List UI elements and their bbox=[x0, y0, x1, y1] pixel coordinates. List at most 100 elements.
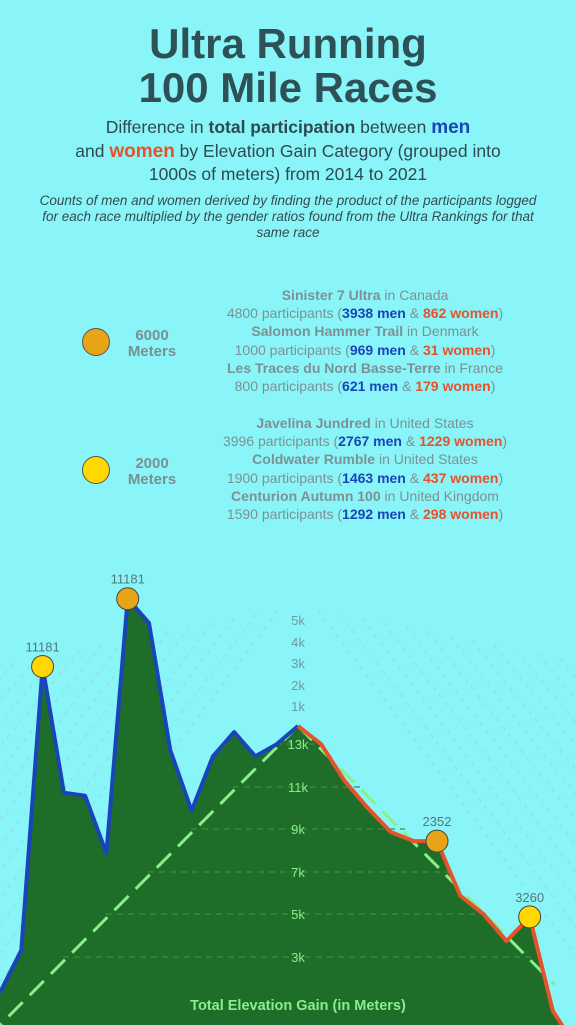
women-text: women bbox=[446, 305, 499, 322]
men-text: men bbox=[365, 378, 399, 395]
elevation-tick-label: 3k bbox=[291, 950, 305, 965]
race-in-text: in bbox=[375, 451, 394, 468]
amp-text: & bbox=[405, 506, 423, 523]
amp-text: & bbox=[405, 305, 423, 322]
race-men-count: 621 bbox=[342, 378, 366, 395]
elevation-tick-label: 13k bbox=[288, 737, 309, 752]
race-women-count: 31 bbox=[423, 341, 439, 358]
race-in-text: in bbox=[370, 415, 390, 431]
race-name: Les Traces du Nord Basse-Terre bbox=[227, 359, 441, 376]
category-unit: Meters bbox=[127, 471, 177, 488]
race-counts-line: 800 participants (621 men & 179 women) bbox=[206, 377, 524, 395]
race-country: United Kingdom bbox=[399, 487, 499, 504]
close-text: ) bbox=[498, 506, 504, 523]
race-women-count: 1229 bbox=[419, 433, 451, 450]
participant-tick-label: 5k bbox=[291, 613, 305, 628]
close-text: ) bbox=[498, 469, 504, 486]
participant-tick-label: 2k bbox=[291, 678, 305, 693]
race-name: Salomon Hammer Trail bbox=[251, 323, 404, 340]
highlight-label: 2352 bbox=[423, 814, 452, 829]
race-in-text: in bbox=[380, 487, 400, 504]
race-participants: 1900 bbox=[226, 469, 258, 486]
elevation-tick-label: 5k bbox=[291, 907, 305, 922]
race-name: Sinister 7 Ultra bbox=[281, 287, 381, 303]
race-women-count: 862 bbox=[423, 305, 447, 322]
category-label: 2000 Meters bbox=[94, 456, 210, 488]
category-value: 6000 bbox=[135, 327, 169, 344]
hatch-line bbox=[0, 653, 59, 725]
participant-tick-label: 1k bbox=[291, 699, 305, 714]
category-label: 6000 Meters bbox=[94, 328, 210, 360]
race-name: Coldwater Rumble bbox=[252, 451, 376, 468]
chart-title: Ultra Running 100 Mile Races bbox=[0, 22, 576, 110]
race-country: United States bbox=[389, 415, 474, 431]
race-title-line: Javelina Jundred in United States bbox=[206, 414, 524, 432]
race-women-count: 437 bbox=[423, 469, 447, 486]
women-text: women bbox=[438, 341, 491, 358]
highlight-markers: 11181 11181 2352 3260 bbox=[25, 572, 544, 929]
elevation-tick-label: 11k bbox=[288, 780, 308, 795]
race-men-count: 1292 bbox=[342, 506, 374, 523]
race-in-text: in bbox=[380, 287, 400, 303]
highlight-label: 11181 bbox=[111, 572, 145, 587]
race-country: United States bbox=[393, 451, 478, 468]
race-title-line: Sinister 7 Ultra in Canada bbox=[206, 286, 524, 304]
race-participants: 800 bbox=[234, 378, 258, 395]
women-text: women bbox=[446, 506, 499, 523]
highlight-label: 11181 bbox=[25, 640, 59, 655]
participant-tick-label: 3k bbox=[291, 656, 305, 671]
hatch-line bbox=[427, 631, 576, 821]
men-text: men bbox=[373, 341, 406, 358]
highlight-label: 3260 bbox=[515, 890, 544, 905]
race-women-count: 298 bbox=[423, 506, 447, 523]
women-axis-line bbox=[296, 724, 557, 987]
method-note: Counts of men and women derived by findi… bbox=[39, 193, 537, 240]
hatch-line bbox=[0, 640, 125, 796]
race-title-line: Les Traces du Nord Basse-Terre in France bbox=[206, 359, 524, 377]
subtitle-bold: total participation bbox=[208, 117, 356, 137]
elevation-tick-label: 9k bbox=[291, 822, 305, 837]
race-in-text: in bbox=[403, 323, 422, 340]
race-name: Centurion Autumn 100 bbox=[231, 487, 381, 504]
highlight-dot bbox=[518, 905, 542, 929]
subtitle-men: men bbox=[431, 117, 471, 138]
amp-text: & bbox=[405, 469, 423, 486]
highlight-dot bbox=[31, 655, 55, 679]
women-text: women bbox=[438, 378, 491, 395]
men-text: men bbox=[369, 433, 402, 450]
category-dot bbox=[82, 328, 110, 356]
elevation-grid bbox=[63, 743, 533, 958]
hatch-line bbox=[405, 627, 576, 847]
race-title-line: Salomon Hammer Trail in Denmark bbox=[206, 322, 524, 340]
participant-tick-label: 4k bbox=[291, 635, 305, 650]
race-list: Sinister 7 Ultra in Canada 4800 participa… bbox=[206, 286, 524, 395]
highlight-dot bbox=[116, 587, 140, 611]
participants-text: participants ( bbox=[257, 469, 343, 486]
race-title-line: Centurion Autumn 100 in United Kingdom bbox=[206, 487, 524, 505]
title-line-1: Ultra Running bbox=[149, 20, 427, 67]
participation-area bbox=[0, 598, 576, 1025]
race-men-count: 3938 bbox=[342, 305, 374, 322]
subtitle-women: women bbox=[109, 140, 175, 162]
hatch-line bbox=[515, 649, 576, 724]
subtitle-text-4: by Elevation Gain Category (grouped into… bbox=[148, 140, 501, 185]
race-counts-line: 3996 participants (2767 men & 1229 women… bbox=[206, 432, 524, 450]
race-participants: 4800 bbox=[226, 305, 258, 322]
race-country: Denmark bbox=[421, 323, 479, 340]
participants-text: participants ( bbox=[257, 506, 343, 523]
race-counts-line: 1590 participants (1292 men & 298 women) bbox=[206, 505, 524, 523]
subtitle-text-2: between bbox=[355, 117, 432, 137]
race-men-count: 969 bbox=[349, 341, 374, 358]
chart-subtitle: Difference in total participation betwee… bbox=[60, 116, 516, 186]
close-text: ) bbox=[502, 433, 508, 450]
race-men-count: 2767 bbox=[338, 433, 370, 450]
hatch-line bbox=[0, 649, 81, 748]
men-text: men bbox=[373, 305, 406, 322]
close-text: ) bbox=[490, 341, 496, 358]
hatch-line bbox=[383, 622, 576, 873]
race-title-line: Coldwater Rumble in United States bbox=[206, 450, 524, 468]
amp-text: & bbox=[398, 378, 416, 395]
participants-text: participants ( bbox=[265, 341, 350, 358]
elevation-tick-label: 7k bbox=[291, 865, 305, 880]
